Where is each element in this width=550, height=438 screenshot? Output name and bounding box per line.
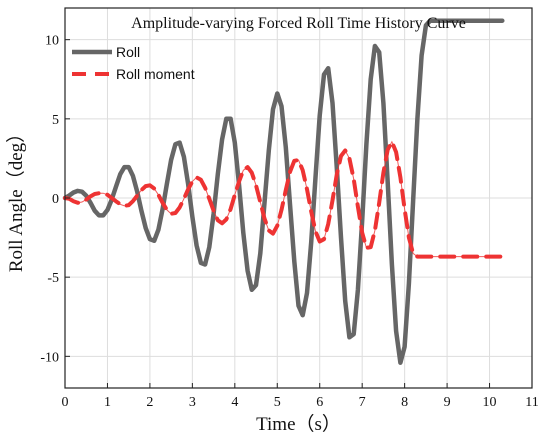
x-tick-label: 5 [274, 395, 281, 410]
x-tick-label: 1 [104, 395, 111, 410]
x-axis-title: Time（s） [256, 413, 341, 435]
x-tick-label: 7 [359, 395, 366, 410]
x-tick-label: 9 [444, 395, 451, 410]
y-tick-label: 10 [45, 34, 59, 49]
x-tick-label: 2 [146, 395, 153, 410]
y-tick-label: -5 [47, 271, 59, 286]
series-line-roll-moment-thin [64, 140, 503, 258]
x-tick-label: 0 [62, 395, 69, 410]
series-group [62, 18, 505, 365]
chart-title: Amplitude-varying Forced Roll Time Histo… [131, 15, 466, 32]
x-tick-label: 6 [316, 395, 323, 410]
ticks: 0 1 2 3 4 5 6 7 8 9 10 11 -10 -5 0 5 10 [40, 34, 538, 410]
legend-label-roll: Roll [116, 44, 140, 60]
x-tick-label: 8 [401, 395, 408, 410]
y-tick-label: -10 [40, 350, 59, 365]
y-tick-label: 0 [52, 192, 59, 207]
series-line-roll-moment [63, 139, 505, 259]
legend: Roll Roll moment [72, 44, 195, 82]
legend-label-roll-moment: Roll moment [116, 66, 195, 82]
y-axis-title: Roll Angle（deg） [5, 124, 27, 272]
x-tick-label: 4 [231, 395, 238, 410]
x-tick-label: 11 [525, 395, 538, 410]
x-tick-label: 10 [483, 395, 497, 410]
x-tick-label: 3 [189, 395, 196, 410]
y-tick-label: 5 [52, 113, 59, 128]
